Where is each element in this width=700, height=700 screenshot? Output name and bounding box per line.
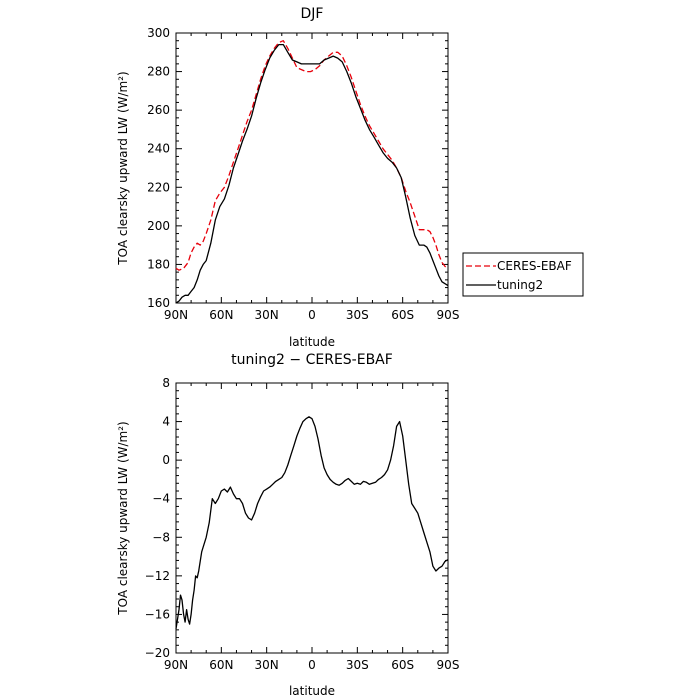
chart-djf: DJF 90N 60N 30N 0 30S 60S 90S 160 180 200 220 240 2… xyxy=(116,6,584,349)
x-tick-label: 90N xyxy=(164,658,188,672)
series-lines xyxy=(175,416,449,630)
y-tick-label: −4 xyxy=(152,492,170,506)
y-tick-label: 280 xyxy=(147,65,170,79)
x-tick-label: 30S xyxy=(346,308,369,322)
legend-label-ceres-ebaf: CERES-EBAF xyxy=(497,259,572,273)
x-tick-label: 30S xyxy=(346,658,369,672)
x-tick-label: 90S xyxy=(437,658,460,672)
chart-difference: tuning2 − CERES-EBAF 90N 60N 30N 0 30S 60S 90S… xyxy=(116,352,459,698)
y-axis: 160 180 200 220 240 260 280 300 xyxy=(147,26,448,310)
x-tick-label: 60N xyxy=(209,658,233,672)
y-tick-label: 300 xyxy=(147,26,170,40)
x-axis: 90N 60N 30N 0 30S 60S 90S xyxy=(164,33,460,322)
plot-frame xyxy=(175,382,449,654)
legend-label-tuning2: tuning2 xyxy=(497,278,543,292)
x-tick-label: 60S xyxy=(391,658,414,672)
y-tick-label: −12 xyxy=(145,569,170,583)
legend-box xyxy=(462,252,584,297)
y-tick-label: −16 xyxy=(145,607,170,621)
x-tick-label: 0 xyxy=(308,658,316,672)
x-axis-label: latitude xyxy=(289,335,335,349)
x-axis: 90N 60N 30N 0 30S 60S 90S xyxy=(164,383,460,672)
y-tick-label: 240 xyxy=(147,142,170,156)
y-tick-label: 260 xyxy=(147,103,170,117)
y-tick-label: 8 xyxy=(162,376,170,390)
x-tick-label: 90S xyxy=(437,308,460,322)
y-tick-label: 180 xyxy=(147,257,170,271)
series-line-ceres-ebaf xyxy=(175,40,449,271)
chart-title: tuning2 − CERES-EBAF xyxy=(231,352,393,368)
y-tick-label: 4 xyxy=(162,415,170,429)
y-tick-label: 200 xyxy=(147,219,170,233)
y-tick-label: 220 xyxy=(147,180,170,194)
series-line-difference xyxy=(175,416,449,630)
legend: CERES-EBAF tuning2 xyxy=(462,252,584,297)
series-line-tuning2 xyxy=(175,43,449,304)
y-tick-label: 0 xyxy=(162,453,170,467)
x-tick-label: 30N xyxy=(255,308,279,322)
plot-frame xyxy=(175,32,449,304)
x-axis-label: latitude xyxy=(289,684,335,698)
y-axis-label: TOA clearsky upward LW (W/m²) xyxy=(116,421,130,615)
x-tick-label: 90N xyxy=(164,308,188,322)
x-tick-label: 60N xyxy=(209,308,233,322)
y-axis: −20 −16 −12 −8 −4 0 4 8 xyxy=(145,376,448,660)
y-tick-label: −20 xyxy=(145,646,170,660)
x-tick-label: 0 xyxy=(308,308,316,322)
series-lines xyxy=(175,40,449,304)
y-tick-label: 160 xyxy=(147,296,170,310)
x-tick-label: 30N xyxy=(255,658,279,672)
y-axis-label: TOA clearsky upward LW (W/m²) xyxy=(116,71,130,265)
x-tick-label: 60S xyxy=(391,308,414,322)
chart-title: DJF xyxy=(301,6,324,22)
y-tick-label: −8 xyxy=(152,530,170,544)
